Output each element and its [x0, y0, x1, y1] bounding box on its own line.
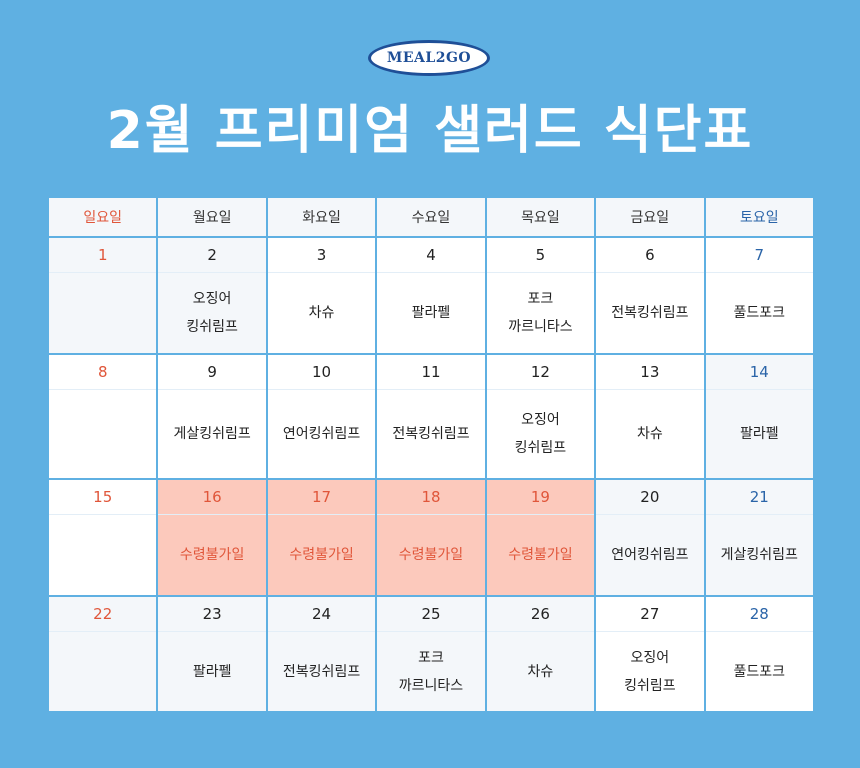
calendar-day-cell: 21 게살킹쉬림프 [705, 480, 813, 595]
calendar-day-cell: 1 [49, 238, 157, 353]
calendar-day-cell: 8 [49, 355, 157, 478]
day-number: 15 [49, 480, 157, 515]
calendar-day-cell: 24 전복킹쉬림프 [267, 597, 376, 711]
menu-item [49, 390, 156, 478]
day-number: 14 [705, 355, 813, 390]
menu-item: 전복킹쉬림프 [392, 426, 470, 442]
menu-item: 연어킹쉬림프 [282, 426, 361, 442]
calendar-day-cell: 19 수령불가일 [486, 480, 595, 595]
calendar-grid: 일요일 월요일 화요일 수요일 목요일 금요일 토요일 1 2 오징어 킹쉬림프 3 차슈 4 팔라펠 5 포… [47, 196, 815, 713]
calendar-day-cell: 6 전복킹쉬림프 [596, 238, 704, 353]
menu-item: 팔라펠 [411, 305, 451, 321]
menu-item: 차슈 [308, 305, 335, 321]
calendar-day-cell: 4 팔라펠 [377, 238, 485, 353]
menu-item: 차슈 [636, 426, 663, 442]
menu-item: 팔라펠 [739, 426, 779, 442]
calendar-day-cell: 14 팔라펠 [705, 355, 813, 478]
calendar-day-cell: 26 차슈 [486, 597, 595, 711]
day-number: 11 [377, 355, 485, 390]
day-number: 1 [49, 238, 157, 273]
day-number: 19 [486, 480, 595, 515]
weekday-header: 화요일 [267, 198, 376, 236]
menu-item: 게살킹쉬림프 [720, 547, 798, 563]
day-number: 20 [596, 480, 704, 515]
weekday-header: 금요일 [596, 198, 704, 236]
weekday-header: 수요일 [377, 198, 485, 236]
calendar-day-cell: 15 [49, 480, 157, 595]
day-number: 18 [377, 480, 485, 515]
calendar-day-cell: 25 포크 까르니타스 [377, 597, 485, 711]
day-number: 24 [267, 597, 376, 632]
day-number: 28 [705, 597, 813, 632]
day-number: 8 [49, 355, 157, 390]
day-number: 23 [158, 597, 266, 632]
day-number: 5 [486, 238, 595, 273]
menu-item: 포크 까르니타스 [508, 291, 573, 335]
calendar-day-cell: 12 오징어 킹쉬림프 [486, 355, 595, 478]
menu-item: 팔라펠 [192, 663, 232, 680]
calendar-day-cell: 3 차슈 [267, 238, 376, 353]
menu-item: 수령불가일 [508, 547, 573, 563]
menu-item: 오징어 킹쉬림프 [624, 649, 676, 694]
meal2go-logo: MEAL2GO [368, 40, 490, 76]
menu-item: 수령불가일 [289, 547, 354, 563]
weekday-header: 토요일 [705, 198, 813, 236]
day-number: 10 [267, 355, 376, 390]
menu-item: 풀드포크 [733, 663, 786, 680]
menu-item: 수령불가일 [179, 547, 245, 563]
calendar-day-cell: 28 풀드포크 [705, 597, 813, 711]
menu-item: 게살킹쉬림프 [173, 426, 251, 442]
menu-item: 수령불가일 [398, 547, 464, 563]
menu-item: 전복킹쉬림프 [611, 305, 689, 321]
menu-item [49, 632, 156, 711]
calendar-day-cell: 5 포크 까르니타스 [486, 238, 595, 353]
day-number: 27 [596, 597, 704, 632]
page-title: 2월 프리미엄 샐러드 식단표 [106, 101, 754, 161]
day-number: 7 [705, 238, 813, 273]
calendar-day-cell: 16 수령불가일 [158, 480, 266, 595]
calendar-day-cell: 18 수령불가일 [377, 480, 485, 595]
day-number: 17 [267, 480, 376, 515]
weekday-header: 일요일 [49, 198, 157, 236]
menu-item: 풀드포크 [733, 305, 786, 321]
calendar-day-cell: 2 오징어 킹쉬림프 [158, 238, 266, 353]
day-number: 21 [705, 480, 813, 515]
weekday-header: 월요일 [158, 198, 266, 236]
day-number: 9 [158, 355, 266, 390]
menu-item: 오징어 킹쉬림프 [186, 291, 238, 335]
menu-item: 전복킹쉬림프 [282, 663, 361, 680]
calendar-day-cell: 9 게살킹쉬림프 [158, 355, 266, 478]
calendar-day-cell: 22 [49, 597, 157, 711]
menu-item [49, 515, 156, 595]
day-number: 22 [49, 597, 157, 632]
day-number: 4 [377, 238, 485, 273]
calendar-day-cell: 10 연어킹쉬림프 [267, 355, 376, 478]
day-number: 2 [158, 238, 266, 273]
day-number: 16 [158, 480, 266, 515]
day-number: 13 [596, 355, 704, 390]
calendar-day-cell: 11 전복킹쉬림프 [377, 355, 485, 478]
day-number: 3 [267, 238, 376, 273]
calendar-day-cell: 27 오징어 킹쉬림프 [596, 597, 704, 711]
menu-item [49, 273, 156, 353]
menu-item: 연어킹쉬림프 [611, 547, 689, 563]
calendar-day-cell: 7 풀드포크 [705, 238, 813, 353]
calendar-day-cell: 20 연어킹쉬림프 [596, 480, 704, 595]
menu-item: 차슈 [527, 663, 554, 680]
calendar-day-cell: 13 차슈 [596, 355, 704, 478]
calendar-day-cell: 17 수령불가일 [267, 480, 376, 595]
weekday-header: 목요일 [486, 198, 595, 236]
menu-item: 포크 까르니타스 [398, 649, 464, 694]
day-number: 26 [486, 597, 595, 632]
day-number: 12 [486, 355, 595, 390]
day-number: 6 [596, 238, 704, 273]
menu-item: 오징어 킹쉬림프 [514, 412, 567, 456]
calendar-day-cell: 23 팔라펠 [158, 597, 266, 711]
day-number: 25 [377, 597, 485, 632]
